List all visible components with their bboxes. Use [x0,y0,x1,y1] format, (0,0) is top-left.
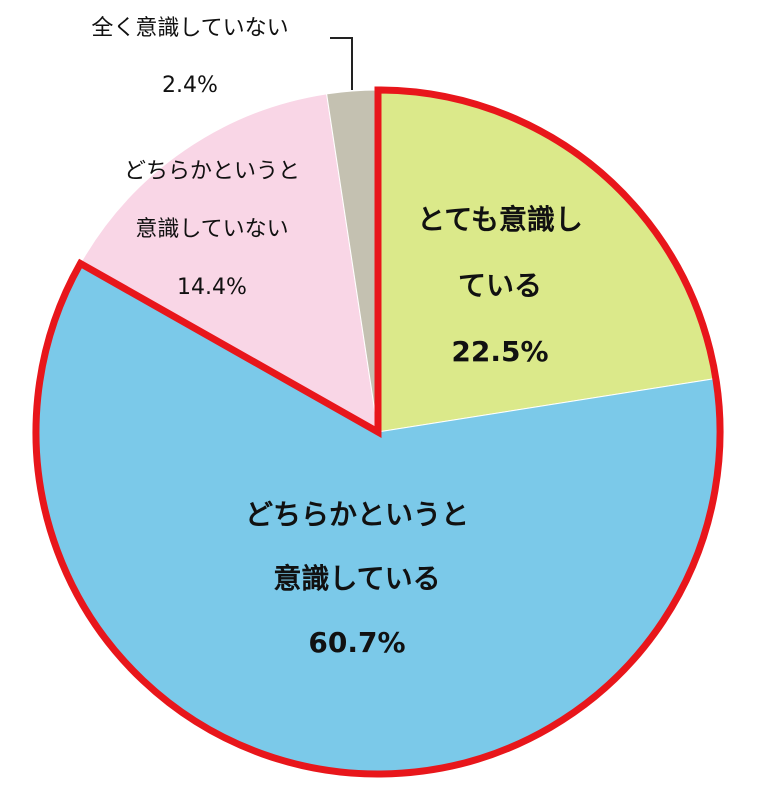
slice-label: どちらかというと意識している 60.7% [239,483,475,675]
category-label: とても意識している [417,203,583,302]
slice-label: とても意識している 22.5% [410,187,590,385]
highlight-outline [32,86,724,778]
leader-line [330,37,353,90]
value-label: 22.5% [451,335,549,368]
slice-label: 全く意識していない 2.4% [50,0,330,114]
pie-slice [79,93,379,433]
value-label: 60.7% [308,626,406,659]
value-label: 14.4% [177,275,247,300]
slice-label: どちらかというと意識していない 14.4% [121,143,303,317]
category-label: 全く意識していない [91,15,289,41]
category-label: どちらかというと意識している [244,498,469,595]
value-label: 2.4% [162,72,218,98]
category-label: どちらかというと意識していない [123,159,300,242]
